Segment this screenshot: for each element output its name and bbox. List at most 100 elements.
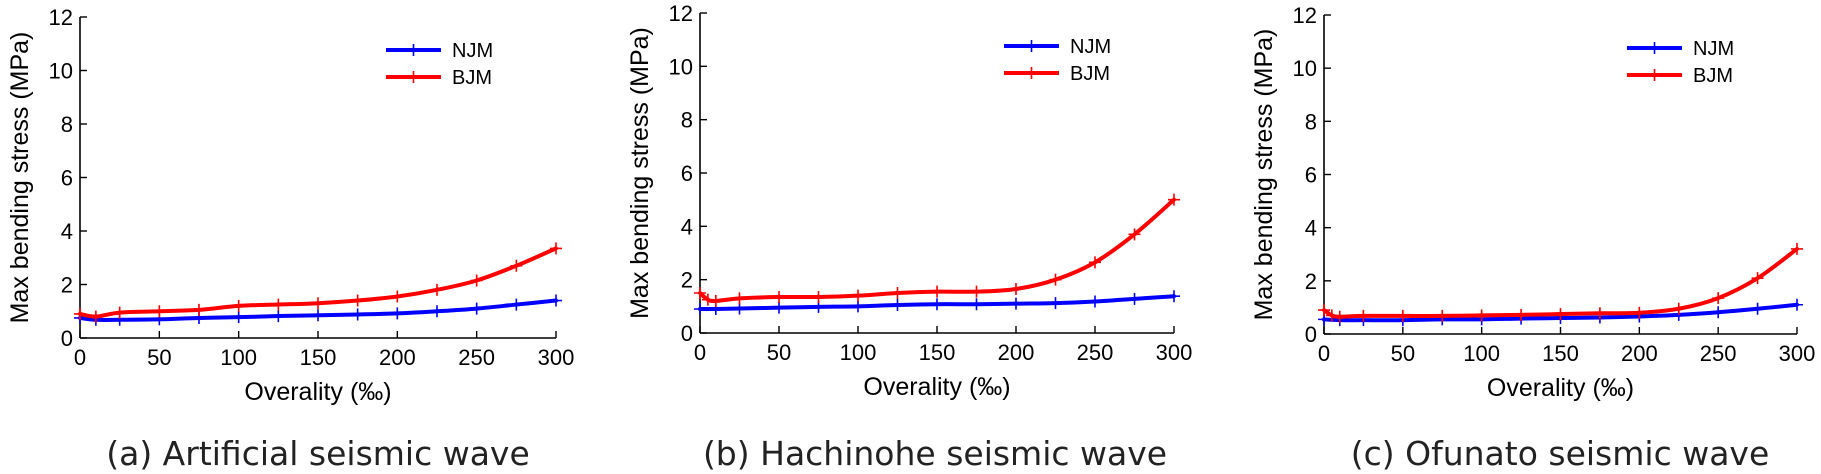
y-tick-label: 10 (669, 54, 693, 79)
data-point-bjm (891, 287, 904, 299)
y-tick-label: 6 (681, 161, 693, 186)
data-point-bjm (74, 307, 86, 320)
x-tick-label: 50 (147, 345, 171, 370)
y-tick-label: 8 (61, 112, 73, 137)
data-point-bjm (1357, 309, 1370, 322)
y-tick-label: 4 (1305, 216, 1317, 241)
x-tick-label: 0 (74, 345, 86, 370)
data-point-bjm (1049, 273, 1062, 286)
data-point-bjm (312, 297, 324, 310)
x-tick-label: 50 (1391, 341, 1415, 366)
data-point-njm (931, 298, 943, 311)
y-tick-label: 6 (1305, 163, 1317, 188)
data-point-njm (1751, 302, 1764, 315)
data-point-njm (431, 305, 443, 318)
data-point-bjm (1318, 304, 1330, 317)
data-point-bjm (272, 298, 285, 311)
data-point-bjm (1672, 302, 1685, 315)
x-tick-label: 250 (1700, 341, 1737, 366)
x-tick-label: 150 (1542, 341, 1579, 366)
data-point-bjm (694, 287, 706, 299)
data-point-bjm (773, 291, 785, 303)
x-tick-label: 50 (767, 340, 791, 365)
data-point-bjm (89, 310, 102, 323)
legend-label-njm: NJM (1070, 36, 1111, 58)
data-point-njm (891, 299, 904, 311)
y-axis-title: Max bending stress (MPa) (1250, 29, 1278, 321)
legend-label-njm: NJM (452, 40, 493, 62)
x-tick-label: 100 (220, 345, 257, 370)
panel-caption: (c) Ofunato seismic wave (1351, 434, 1770, 473)
legend-marker-bjm (407, 71, 420, 83)
x-tick-label: 250 (1077, 340, 1114, 365)
data-point-njm (694, 303, 706, 315)
legend-marker-bjm (1648, 69, 1661, 81)
data-point-bjm (1436, 309, 1449, 322)
y-tick-label: 2 (61, 273, 73, 298)
y-tick-label: 0 (61, 326, 73, 351)
y-tick-label: 2 (681, 268, 693, 293)
data-point-bjm (153, 305, 166, 318)
data-point-bjm (1712, 292, 1725, 305)
data-point-bjm (1128, 228, 1141, 241)
legend-marker-njm (1648, 42, 1661, 54)
legend-label-bjm: BJM (452, 67, 492, 89)
data-point-njm (1010, 297, 1022, 310)
data-point-njm (391, 307, 404, 320)
x-tick-label: 200 (1621, 341, 1658, 366)
x-tick-label: 300 (1779, 341, 1816, 366)
y-axis-title: Max bending stress (MPa) (6, 32, 34, 324)
legend-label-bjm: BJM (1693, 65, 1733, 87)
legend-label-njm: NJM (1693, 38, 1734, 60)
y-tick-label: 10 (49, 59, 73, 84)
data-point-njm (1791, 298, 1803, 311)
x-axis-title: Overality (‰) (863, 373, 1010, 401)
data-point-njm (1168, 290, 1180, 303)
data-point-njm (550, 294, 562, 307)
series-line-bjm (1322, 246, 1799, 319)
data-point-bjm (113, 306, 126, 319)
data-point-njm (1049, 297, 1062, 310)
data-point-bjm (1396, 309, 1409, 322)
data-point-bjm (1554, 308, 1567, 321)
y-tick-label: 12 (1293, 3, 1317, 28)
x-tick-label: 150 (300, 345, 337, 370)
y-tick-label: 8 (1305, 109, 1317, 134)
data-point-njm (773, 301, 785, 314)
x-tick-label: 150 (919, 340, 956, 365)
x-tick-label: 300 (538, 345, 575, 370)
data-point-bjm (550, 242, 562, 255)
x-axis-title: Overality (‰) (1487, 374, 1634, 402)
y-tick-label: 2 (1305, 269, 1317, 294)
data-point-bjm (470, 274, 483, 287)
data-point-njm (1712, 306, 1725, 319)
data-point-njm (510, 298, 523, 311)
y-tick-label: 6 (61, 166, 73, 191)
legend-label-bjm: BJM (1070, 63, 1110, 85)
data-point-bjm (1168, 193, 1180, 206)
legend-marker-njm (407, 44, 420, 56)
data-point-bjm (852, 289, 864, 302)
y-tick-label: 4 (681, 214, 693, 239)
data-point-bjm (232, 299, 245, 312)
x-tick-label: 250 (458, 345, 495, 370)
data-point-njm (733, 302, 746, 315)
x-tick-label: 200 (998, 340, 1035, 365)
data-point-njm (351, 308, 364, 321)
data-point-bjm (709, 295, 722, 307)
data-point-njm (312, 309, 324, 322)
data-point-njm (470, 302, 483, 315)
data-point-bjm (970, 285, 983, 298)
panel-caption: (a) Artificial seismic wave (106, 434, 530, 473)
data-point-bjm (931, 285, 943, 298)
x-tick-label: 100 (1463, 341, 1500, 366)
data-point-bjm (812, 291, 825, 303)
data-point-bjm (1751, 272, 1764, 285)
data-point-bjm (391, 290, 404, 303)
x-tick-label: 200 (379, 345, 416, 370)
y-tick-label: 12 (669, 1, 693, 26)
y-tick-label: 12 (49, 5, 73, 30)
x-tick-label: 0 (694, 340, 706, 365)
y-axis-title: Max bending stress (MPa) (626, 27, 654, 319)
